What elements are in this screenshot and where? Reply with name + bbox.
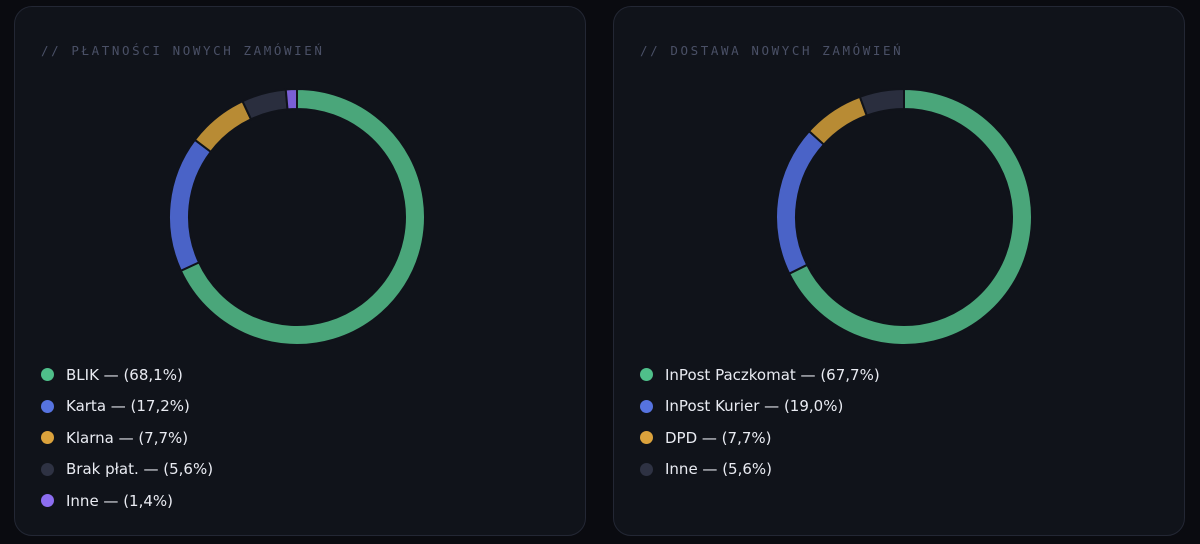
legend-item-karta[interactable]: Karta — (17,2%) (41, 391, 213, 423)
legend-item-inne[interactable]: Inne — (5,6%) (640, 454, 880, 486)
legend-label: DPD — (7,7%) (665, 428, 772, 447)
legend-label: Inne — (5,6%) (665, 460, 773, 479)
legend-label: Inne — (1,4%) (66, 491, 174, 510)
delivery-card: // DOSTAWA NOWYCH ZAMÓWIEŃ InPost Paczko… (613, 6, 1185, 536)
legend-dot-icon (41, 462, 54, 476)
legend-item-blik[interactable]: BLIK — (68,1%) (41, 359, 213, 391)
legend-dot-icon (41, 431, 54, 445)
slice-inne[interactable] (858, 87, 905, 117)
payments-legend: BLIK — (68,1%) Karta — (17,2%) Klarna — (7… (41, 359, 213, 517)
slice-klarna[interactable] (193, 99, 253, 154)
legend-dot-icon (41, 494, 54, 508)
slice-brak-plat[interactable] (241, 88, 289, 121)
legend-label: Brak płat. — (5,6%) (66, 460, 214, 479)
legend-item-inne[interactable]: Inne — (1,4%) (41, 485, 213, 517)
legend-label: Klarna — (7,7%) (66, 428, 189, 447)
legend-dot-icon (41, 368, 54, 382)
legend-label: Karta — (17,2%) (66, 397, 190, 416)
legend-label: BLIK — (68,1%) (66, 365, 183, 384)
legend-item-inpost-paczkomat[interactable]: InPost Paczkomat — (67,7%) (640, 359, 880, 391)
legend-item-brak-plat[interactable]: Brak płat. — (5,6%) (41, 454, 213, 486)
legend-label: InPost Paczkomat — (67,7%) (665, 365, 880, 384)
legend-dot-icon (640, 462, 653, 476)
delivery-legend: InPost Paczkomat — (67,7%) InPost Kurier … (640, 359, 880, 485)
legend-dot-icon (640, 368, 653, 382)
legend-item-dpd[interactable]: DPD — (7,7%) (640, 422, 880, 454)
slice-inpost-kurier[interactable] (775, 129, 826, 276)
payments-donut-chart (168, 87, 426, 346)
legend-item-inpost-kurier[interactable]: InPost Kurier — (19,0%) (640, 391, 880, 423)
legend-item-klarna[interactable]: Klarna — (7,7%) (41, 422, 213, 454)
legend-dot-icon (640, 399, 653, 413)
slice-dpd[interactable] (807, 95, 869, 146)
payments-card: // PŁATNOŚCI NOWYCH ZAMÓWIEŃ BLIK — (68,… (14, 6, 586, 536)
legend-dot-icon (640, 431, 653, 445)
slice-karta[interactable] (168, 138, 213, 273)
delivery-chart-title: // DOSTAWA NOWYCH ZAMÓWIEŃ (640, 43, 904, 58)
slice-blik[interactable] (179, 87, 426, 346)
slice-inne[interactable] (284, 87, 298, 111)
payments-chart-title: // PŁATNOŚCI NOWYCH ZAMÓWIEŃ (41, 43, 325, 58)
legend-dot-icon (41, 399, 54, 413)
legend-label: InPost Kurier — (19,0%) (665, 397, 844, 416)
delivery-donut-chart (775, 87, 1033, 346)
